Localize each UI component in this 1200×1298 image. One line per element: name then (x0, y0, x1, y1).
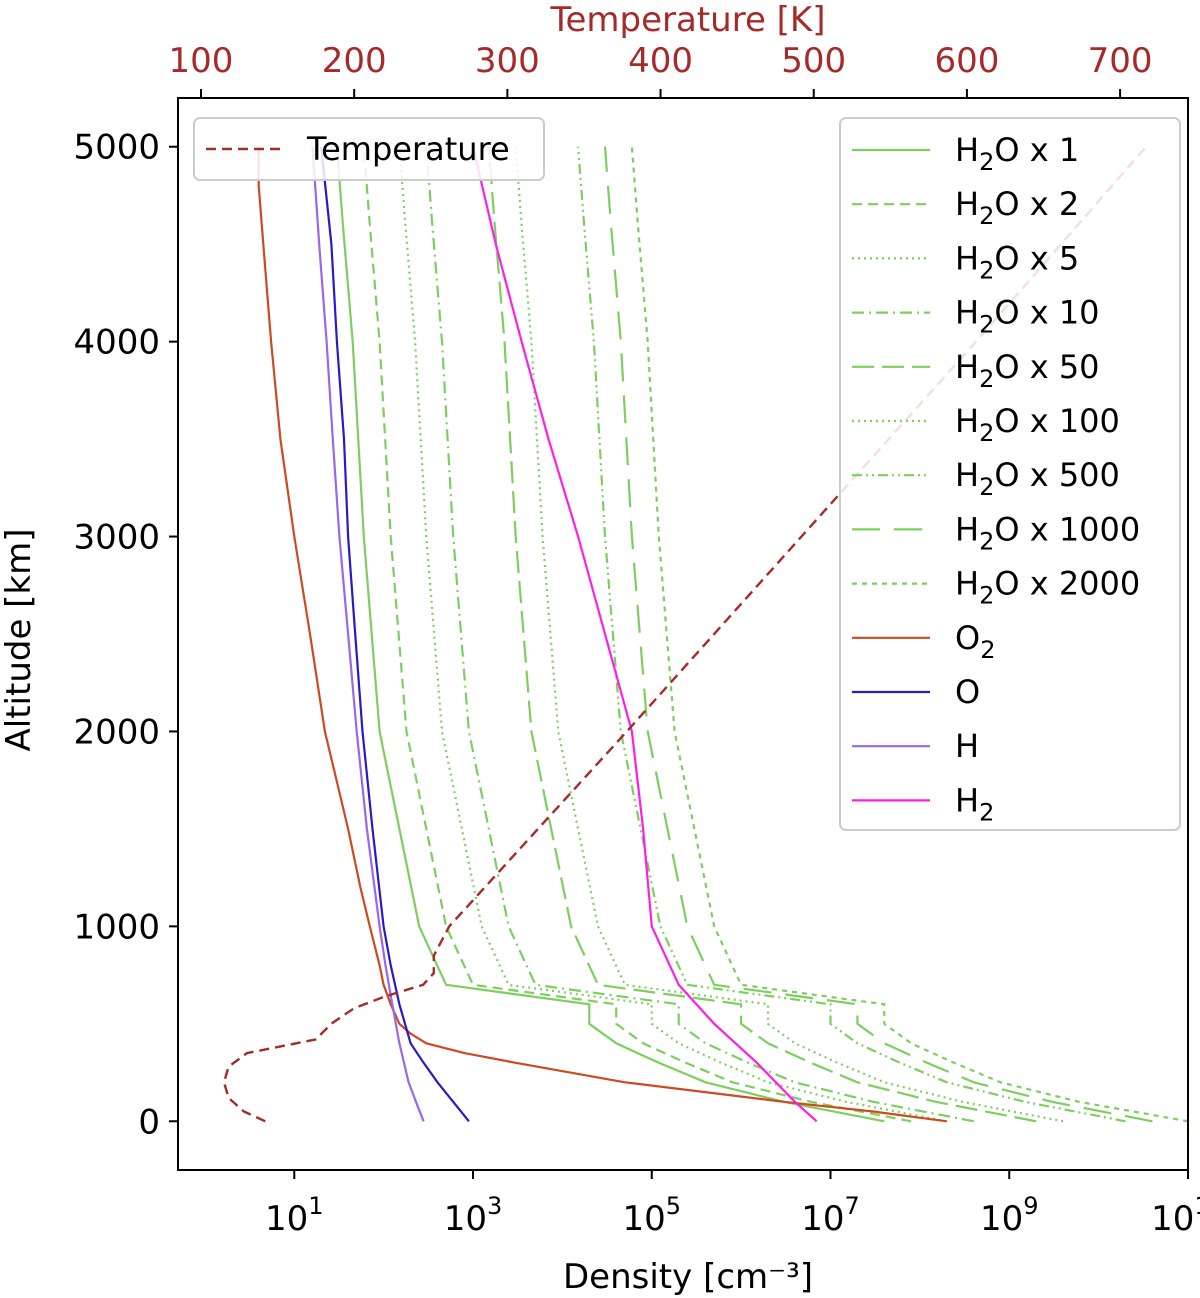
y-tick-label-3: 3000 (73, 518, 160, 558)
legend-label-12: H2 (955, 781, 994, 826)
y-tick-label-1: 1000 (73, 907, 160, 947)
legend-label-6: H2O x 500 (955, 456, 1120, 501)
series-layer (222, 145, 1188, 1123)
series-line-4 (487, 146, 1037, 1123)
series-line-1 (362, 146, 912, 1123)
legend-temperature: Temperature (193, 117, 545, 181)
series-line-9 (257, 146, 947, 1123)
y-tick-label-0: 0 (138, 1102, 160, 1142)
axes-layer: 0 1000 2000 3000 4000 5000 101 103 105 107 109 1011… (73, 41, 1200, 1239)
legend-main-box (839, 117, 1181, 831)
y-tick-label-5: 5000 (73, 128, 160, 168)
series-line-7 (603, 146, 1153, 1123)
series-line-10 (320, 146, 470, 1122)
top-x-axis-label: Temperature [K] (549, 0, 825, 40)
legend-label-5: H2O x 100 (955, 402, 1120, 447)
legend-label-9: O2 (955, 619, 995, 664)
series-line-5 (514, 146, 1064, 1123)
series-line-12 (471, 146, 818, 1123)
x-tick-label-1: 103 (444, 1192, 503, 1239)
series-line-3 (425, 146, 974, 1123)
y-axis-label: Altitude [km] (0, 528, 39, 751)
legend-label-2: H2O x 5 (955, 239, 1079, 284)
legend-temperature-label: Temperature (306, 130, 510, 168)
legend-label-8: H2O x 2000 (955, 565, 1140, 610)
series-line-0 (335, 146, 885, 1123)
legend-label-1: H2O x 2 (955, 185, 1079, 230)
top-x-tick-label-1: 200 (322, 41, 387, 81)
legend-label-7: H2O x 1000 (955, 510, 1140, 555)
y-tick-label-2: 2000 (73, 712, 160, 752)
x-tick-label-0: 101 (265, 1192, 324, 1239)
x-tick-label-3: 107 (801, 1192, 860, 1239)
legend-label-11: H (955, 727, 979, 765)
series-line-2 (398, 146, 948, 1123)
top-x-tick-label-6: 700 (1088, 41, 1153, 81)
top-x-tick-label-4: 500 (781, 41, 846, 81)
series-line-11 (311, 146, 425, 1122)
top-x-tick-label-2: 300 (475, 41, 540, 81)
x-axis-label: Density [cm⁻³] (563, 1257, 813, 1297)
legend-label-0: H2O x 1 (955, 131, 1079, 176)
y-tick-label-4: 4000 (73, 323, 160, 363)
top-x-tick-label-5: 600 (934, 41, 999, 81)
x-tick-label-4: 109 (980, 1192, 1039, 1239)
legend-label-3: H2O x 10 (955, 294, 1100, 339)
top-x-tick-label-3: 400 (628, 41, 693, 81)
legend-label-10: O (955, 673, 980, 711)
legend-label-4: H2O x 50 (955, 348, 1100, 393)
top-x-tick-label-0: 100 (169, 41, 234, 81)
legend-temperature-box (193, 117, 545, 181)
plot-frame (177, 97, 1189, 1171)
x-tick-label-2: 105 (622, 1192, 681, 1239)
series-line-6 (577, 146, 1126, 1123)
